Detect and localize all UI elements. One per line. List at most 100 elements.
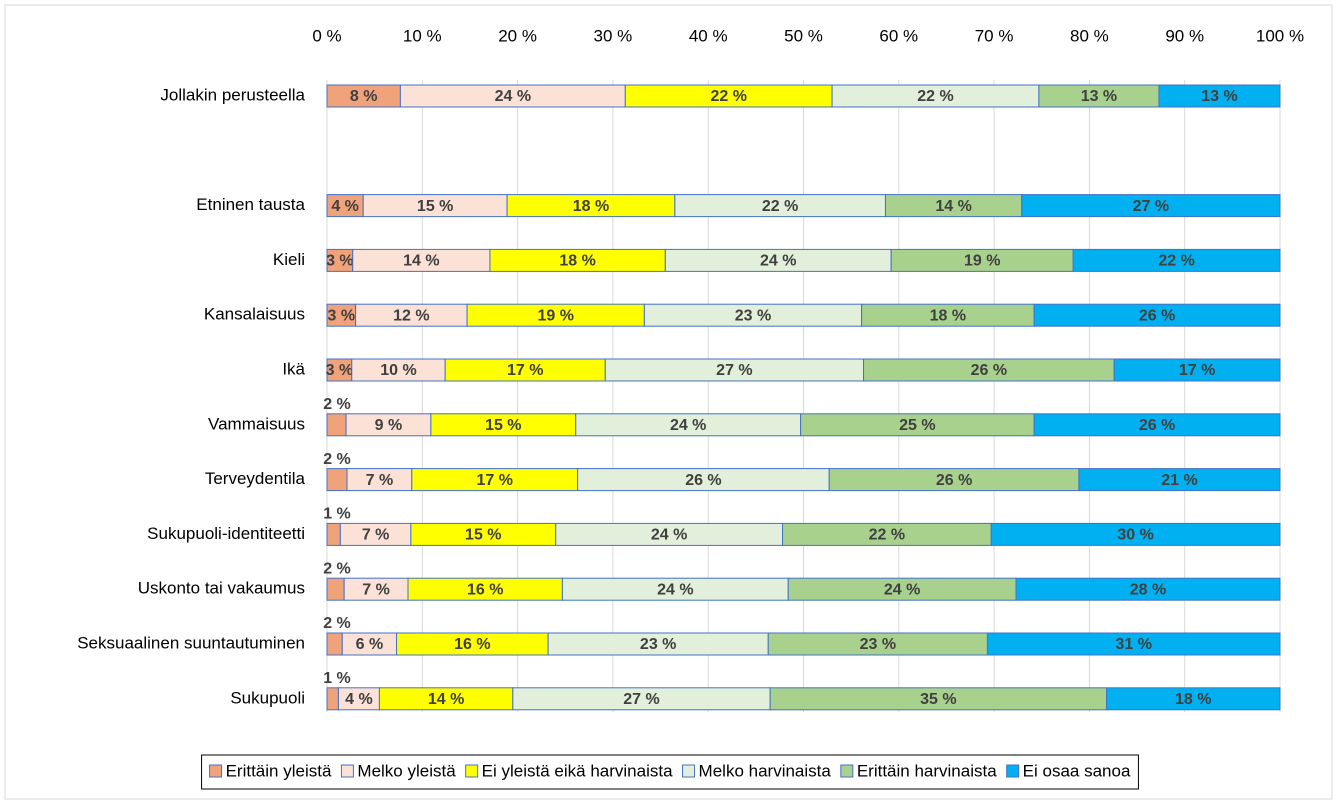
x-tick-label: 40 % — [689, 26, 728, 45]
data-label: 7 % — [362, 581, 390, 598]
data-label: 19 % — [537, 307, 573, 324]
data-label: 19 % — [964, 253, 1000, 270]
data-label: 1 % — [323, 506, 351, 523]
data-label: 3 % — [328, 307, 356, 324]
y-tick-label: Uskonto tai vakaumus — [138, 579, 305, 598]
data-label: 22 % — [1158, 253, 1194, 270]
data-label: 7 % — [366, 472, 394, 489]
bar-segment — [1113, 358, 1281, 382]
bar-segment — [326, 632, 343, 656]
data-label: 24 % — [884, 581, 920, 598]
data-label: 26 % — [936, 472, 972, 489]
data-label: 17 % — [476, 472, 512, 489]
data-label: 23 % — [860, 636, 896, 653]
bar-segment — [326, 522, 341, 546]
data-label: 27 % — [716, 362, 752, 379]
legend-label: Melko harvinaista — [699, 761, 832, 780]
y-tick-label: Jollakin perusteella — [160, 85, 305, 104]
data-label: 22 % — [869, 527, 905, 544]
data-label: 21 % — [1161, 472, 1197, 489]
data-label: 12 % — [393, 307, 429, 324]
data-label: 28 % — [1130, 581, 1166, 598]
data-label: 17 % — [507, 362, 543, 379]
y-tick-label: Terveydentila — [205, 469, 306, 488]
legend: Erittäin yleistä Melko yleistä Ei yleistä … — [201, 754, 1139, 790]
data-label: 17 % — [1179, 362, 1215, 379]
bar-segment — [326, 413, 347, 437]
x-tick-label: 60 % — [879, 26, 918, 45]
bar-segment — [1033, 303, 1281, 327]
y-tick-label: Vammaisuus — [208, 414, 305, 433]
y-tick-label: Sukupuoli-identiteetti — [147, 524, 305, 543]
data-label: 31 % — [1115, 636, 1151, 653]
y-tick-label: Seksuaalinen suuntautuminen — [77, 633, 305, 652]
data-label: 24 % — [670, 417, 706, 434]
data-label: 15 % — [485, 417, 521, 434]
data-label: 14 % — [428, 691, 464, 708]
data-label: 13 % — [1201, 88, 1237, 105]
data-label: 24 % — [651, 527, 687, 544]
data-label: 16 % — [454, 636, 490, 653]
data-label: 4 % — [331, 198, 359, 215]
x-tick-label: 50 % — [784, 26, 823, 45]
chart-frame — [4, 4, 1333, 800]
bar-segment — [1021, 194, 1281, 218]
data-label: 22 % — [762, 198, 798, 215]
legend-swatch — [1006, 764, 1020, 778]
y-tick-label: Etninen tausta — [196, 195, 305, 214]
data-label: 6 % — [356, 636, 384, 653]
legend-swatch — [682, 764, 696, 778]
data-label: 7 % — [362, 527, 390, 544]
legend-swatch — [209, 764, 223, 778]
data-label: 26 % — [971, 362, 1007, 379]
x-tick-label: 100 % — [1256, 26, 1304, 45]
x-tick-label: 80 % — [1070, 26, 1109, 45]
data-label: 10 % — [380, 362, 416, 379]
bar-segment — [1158, 84, 1281, 108]
data-label: 27 % — [1133, 198, 1169, 215]
data-label: 18 % — [573, 198, 609, 215]
legend-label: Erittäin harvinaista — [857, 761, 997, 780]
data-label: 2 % — [323, 451, 351, 468]
data-label: 1 % — [323, 670, 351, 687]
bar-segment — [1072, 248, 1281, 272]
y-tick-label: Sukupuoli — [230, 688, 305, 707]
data-label: 13 % — [1081, 88, 1117, 105]
data-label: 18 % — [1175, 691, 1211, 708]
x-tick-label: 90 % — [1165, 26, 1204, 45]
data-label: 24 % — [495, 88, 531, 105]
data-label: 3 % — [326, 362, 354, 379]
y-tick-label: Ikä — [282, 359, 305, 378]
data-label: 35 % — [920, 691, 956, 708]
data-label: 22 % — [710, 88, 746, 105]
data-label: 3 % — [326, 253, 354, 270]
bar-segment — [1015, 577, 1281, 601]
legend-label: Melko yleistä — [357, 761, 456, 780]
data-label: 4 % — [345, 691, 373, 708]
x-tick-label: 30 % — [594, 26, 633, 45]
bar-segment — [990, 522, 1281, 546]
data-label: 16 % — [467, 581, 503, 598]
legend-frame — [201, 754, 1139, 790]
data-label: 18 % — [559, 253, 595, 270]
x-tick-label: 0 % — [312, 26, 341, 45]
data-label: 14 % — [935, 198, 971, 215]
data-label: 27 % — [623, 691, 659, 708]
data-label: 8 % — [350, 88, 378, 105]
legend-label: Ei osaa sanoa — [1023, 761, 1131, 780]
bar-segment — [1078, 468, 1281, 492]
data-label: 15 % — [465, 527, 501, 544]
data-label: 24 % — [760, 253, 796, 270]
data-label: 9 % — [375, 417, 403, 434]
legend-label: Erittäin yleistä — [226, 761, 332, 780]
bar-segment — [326, 577, 345, 601]
bar-segment — [986, 632, 1281, 656]
legend-swatch — [340, 764, 354, 778]
data-label: 18 % — [930, 307, 966, 324]
data-label: 22 % — [917, 88, 953, 105]
bar-segment — [1106, 687, 1281, 711]
data-label: 26 % — [685, 472, 721, 489]
data-label: 15 % — [417, 198, 453, 215]
legend-swatch — [840, 764, 854, 778]
legend-swatch — [465, 764, 479, 778]
